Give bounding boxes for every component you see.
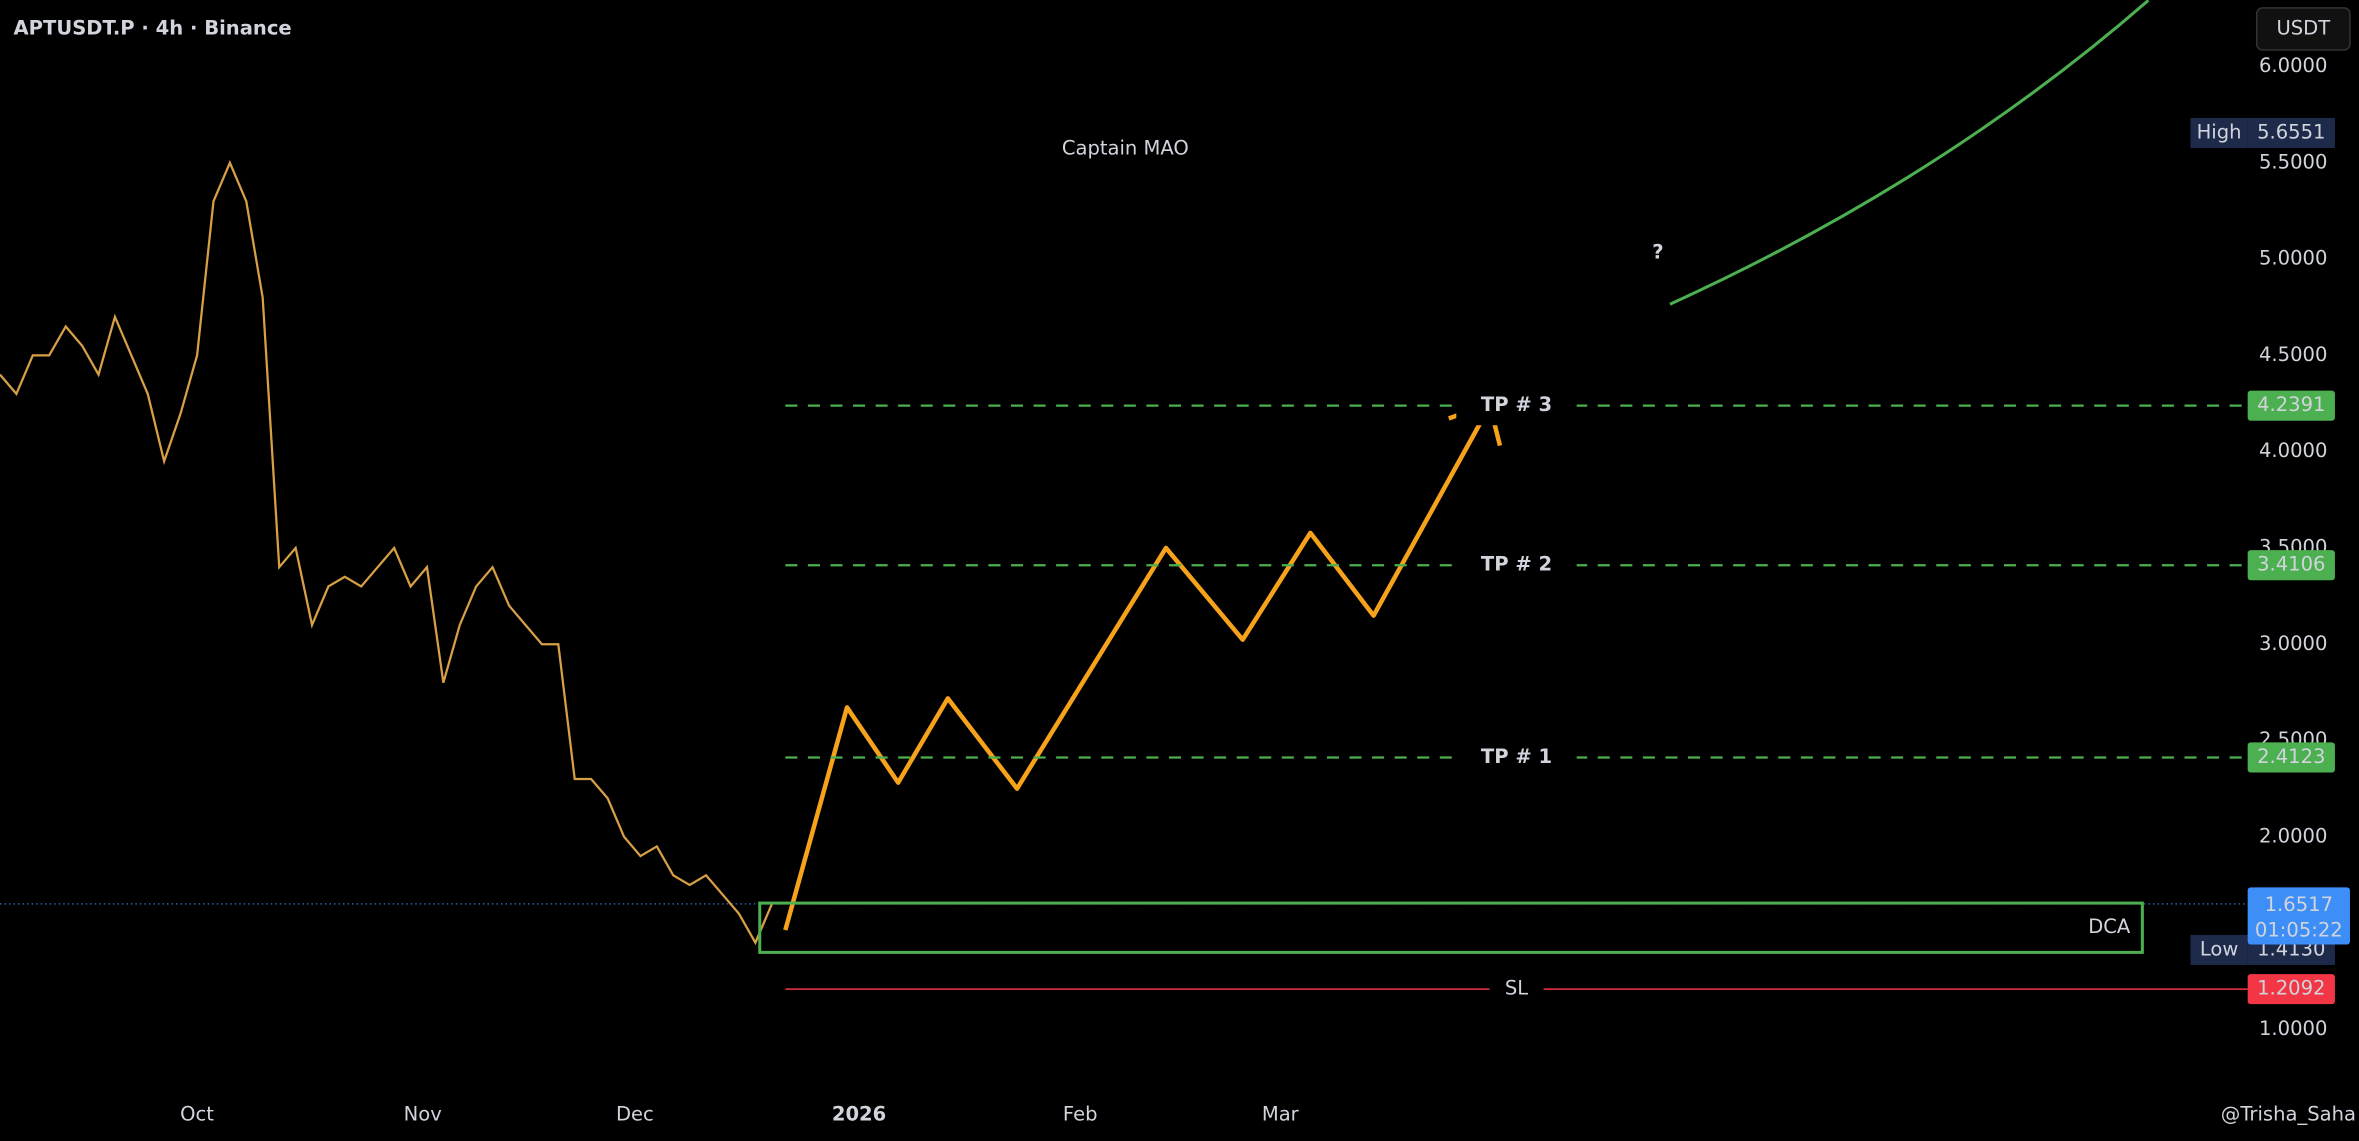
marker-name: Low — [2200, 937, 2239, 960]
chart-title: APTUSDT.P · 4h · Binance — [14, 16, 292, 39]
level-label-bg — [1456, 545, 1577, 585]
question-mark: ? — [1652, 241, 1663, 264]
x-tick-label: 2026 — [832, 1103, 886, 1126]
price-line — [0, 159, 773, 946]
level-price: 3.4106 — [2257, 553, 2325, 576]
x-tick-label: Dec — [616, 1103, 654, 1126]
currency-label[interactable]: USDT — [2276, 16, 2330, 39]
level-label-bg — [1456, 386, 1577, 426]
dca-label: DCA — [2088, 915, 2131, 938]
marker-name-box — [2190, 934, 2248, 965]
y-tick-label: 3.0000 — [2259, 632, 2327, 655]
level-price-box — [2247, 550, 2335, 581]
countdown: 01:05:22 — [2255, 919, 2343, 942]
dca-zone — [758, 901, 2144, 954]
level-price-box — [2247, 742, 2335, 773]
level-price: 4.2391 — [2257, 393, 2325, 416]
y-tick-label: 2.0000 — [2259, 824, 2327, 847]
marker-price: 5.6551 — [2257, 120, 2325, 143]
x-tick-label: Oct — [180, 1103, 214, 1126]
author: @Trisha_Saha — [2221, 1103, 2356, 1126]
y-tick-label: 5.0000 — [2259, 247, 2327, 270]
marker-name-box — [2190, 117, 2248, 149]
x-tick-label: Mar — [1262, 1103, 1300, 1126]
level-price: 1.2092 — [2257, 977, 2325, 1000]
level-label: TP # 1 — [1481, 745, 1552, 768]
watermark: Captain MAO — [1062, 137, 1189, 160]
level-label-bg — [1489, 969, 1544, 1009]
x-tick-label: Nov — [404, 1103, 442, 1126]
level-label: TP # 2 — [1481, 553, 1552, 576]
y-tick-label: 4.5000 — [2259, 343, 2327, 366]
y-tick-label: 6.0000 — [2259, 54, 2327, 77]
y-tick-label: 4.0000 — [2259, 439, 2327, 462]
y-tick-label: 5.5000 — [2259, 150, 2327, 173]
level-price: 2.4123 — [2257, 745, 2325, 768]
level-price-box — [2247, 390, 2335, 421]
level-label: TP # 3 — [1481, 393, 1552, 416]
current-price-box — [2247, 887, 2350, 945]
level-price-box — [2247, 974, 2335, 1005]
currency-button[interactable] — [2255, 7, 2351, 51]
current-price: 1.6517 — [2265, 893, 2333, 916]
y-tick-label: 1.0000 — [2259, 1017, 2327, 1040]
x-tick-label: Feb — [1063, 1103, 1098, 1126]
level-label: SL — [1505, 977, 1528, 1000]
level-label-bg — [1456, 737, 1577, 778]
marker-price-box — [2247, 117, 2335, 149]
marker-name: High — [2197, 120, 2242, 143]
projection-curve — [1669, 0, 2150, 306]
